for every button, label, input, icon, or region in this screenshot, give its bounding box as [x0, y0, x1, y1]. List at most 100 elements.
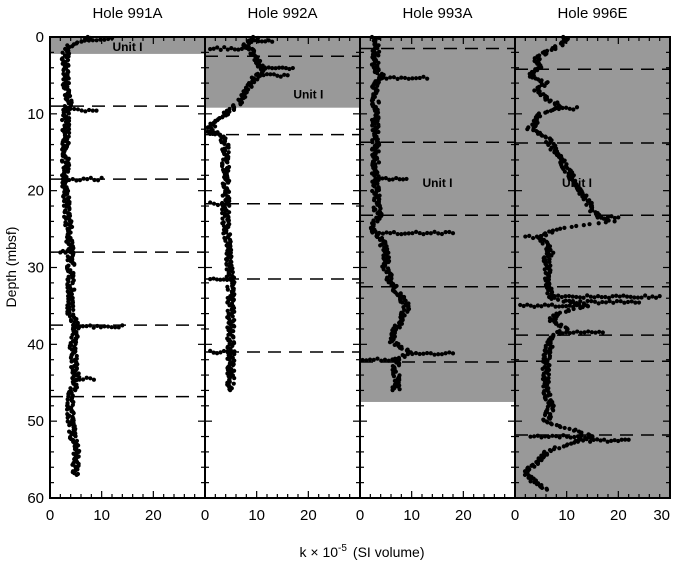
data-point: [570, 294, 575, 299]
data-point: [226, 332, 231, 337]
data-point: [77, 324, 82, 330]
panel-title: Hole 992A: [247, 5, 317, 22]
data-point: [657, 294, 662, 299]
data-point: [367, 357, 373, 362]
data-point: [71, 411, 76, 416]
data-point: [597, 329, 602, 334]
data-point: [271, 72, 276, 77]
data-point: [81, 176, 86, 181]
data-point: [623, 437, 628, 442]
data-point: [542, 83, 547, 88]
data-point: [542, 412, 548, 418]
data-point: [220, 163, 225, 169]
data-point: [596, 301, 601, 306]
data-point: [92, 177, 97, 183]
data-point: [77, 178, 83, 183]
data-point: [410, 351, 415, 357]
data-point: [582, 330, 587, 335]
data-point: [585, 293, 590, 298]
data-point: [413, 351, 419, 356]
data-point: [593, 330, 598, 335]
data-point: [221, 348, 227, 354]
data-point: [555, 297, 561, 302]
data-point: [532, 464, 537, 469]
data-point: [607, 299, 612, 304]
data-point: [381, 267, 386, 272]
panel-3: Unit I 0 10 20 Hole 993A: [356, 5, 516, 524]
data-point: [521, 303, 526, 309]
unit-shading: [515, 37, 670, 498]
data-point: [67, 177, 72, 183]
data-point: [384, 270, 389, 275]
data-point: [609, 438, 614, 444]
data-point: [252, 80, 257, 85]
data-point: [587, 222, 592, 227]
data-point: [543, 52, 548, 57]
data-point: [540, 241, 545, 246]
data-point: [73, 377, 78, 382]
data-point: [406, 231, 411, 236]
data-point: [231, 275, 237, 280]
x-tick-label: 20: [145, 507, 162, 524]
data-point: [567, 298, 572, 303]
data-point: [396, 363, 402, 368]
data-point: [562, 225, 567, 230]
data-point: [83, 109, 88, 114]
x-tick-label: 20: [455, 507, 472, 524]
data-point: [535, 303, 540, 308]
data-point: [390, 177, 395, 182]
data-point: [421, 351, 426, 356]
data-point: [228, 388, 233, 393]
data-point: [72, 106, 77, 112]
data-point: [227, 203, 232, 208]
data-point: [270, 39, 275, 44]
x-axis-title-prefix: k × 10: [299, 544, 338, 560]
data-points: [58, 34, 125, 478]
data-point: [387, 177, 392, 182]
data-point: [375, 211, 380, 216]
data-point: [522, 472, 528, 478]
data-point: [243, 45, 248, 50]
data-point: [528, 434, 533, 439]
data-point: [600, 330, 605, 335]
data-point: [278, 74, 283, 79]
data-point: [224, 274, 229, 279]
data-point: [571, 330, 576, 335]
data-point: [275, 73, 280, 78]
data-point: [424, 350, 430, 356]
data-point: [378, 243, 383, 248]
data-point: [79, 39, 84, 44]
data-point: [571, 428, 577, 433]
data-point: [376, 176, 382, 181]
data-point: [581, 222, 586, 228]
panel-4: Unit I 0 10 20 30 Hole 996E: [511, 5, 671, 524]
data-point: [214, 277, 220, 282]
data-point: [574, 303, 579, 308]
y-tick-label: 0: [36, 29, 44, 46]
data-point: [646, 295, 651, 300]
data-point: [540, 485, 545, 490]
data-point: [564, 330, 569, 335]
data-point: [518, 302, 523, 308]
data-point: [223, 238, 228, 243]
unit-shading: [360, 37, 515, 402]
data-point: [417, 351, 422, 357]
data-point: [534, 234, 540, 239]
data-point: [575, 434, 581, 439]
data-point: [376, 53, 381, 58]
data-point: [88, 175, 93, 180]
data-point: [556, 329, 562, 334]
data-point: [552, 295, 557, 300]
data-point: [578, 330, 583, 335]
data-point: [88, 323, 93, 328]
data-point: [617, 294, 622, 299]
data-point: [543, 110, 548, 115]
data-point: [270, 65, 275, 71]
data-point: [384, 76, 389, 81]
data-point: [548, 294, 554, 299]
data-point: [371, 357, 376, 362]
y-tick-label: 20: [27, 183, 44, 200]
data-point: [410, 76, 415, 81]
data-point: [562, 425, 567, 431]
data-point: [547, 416, 553, 421]
